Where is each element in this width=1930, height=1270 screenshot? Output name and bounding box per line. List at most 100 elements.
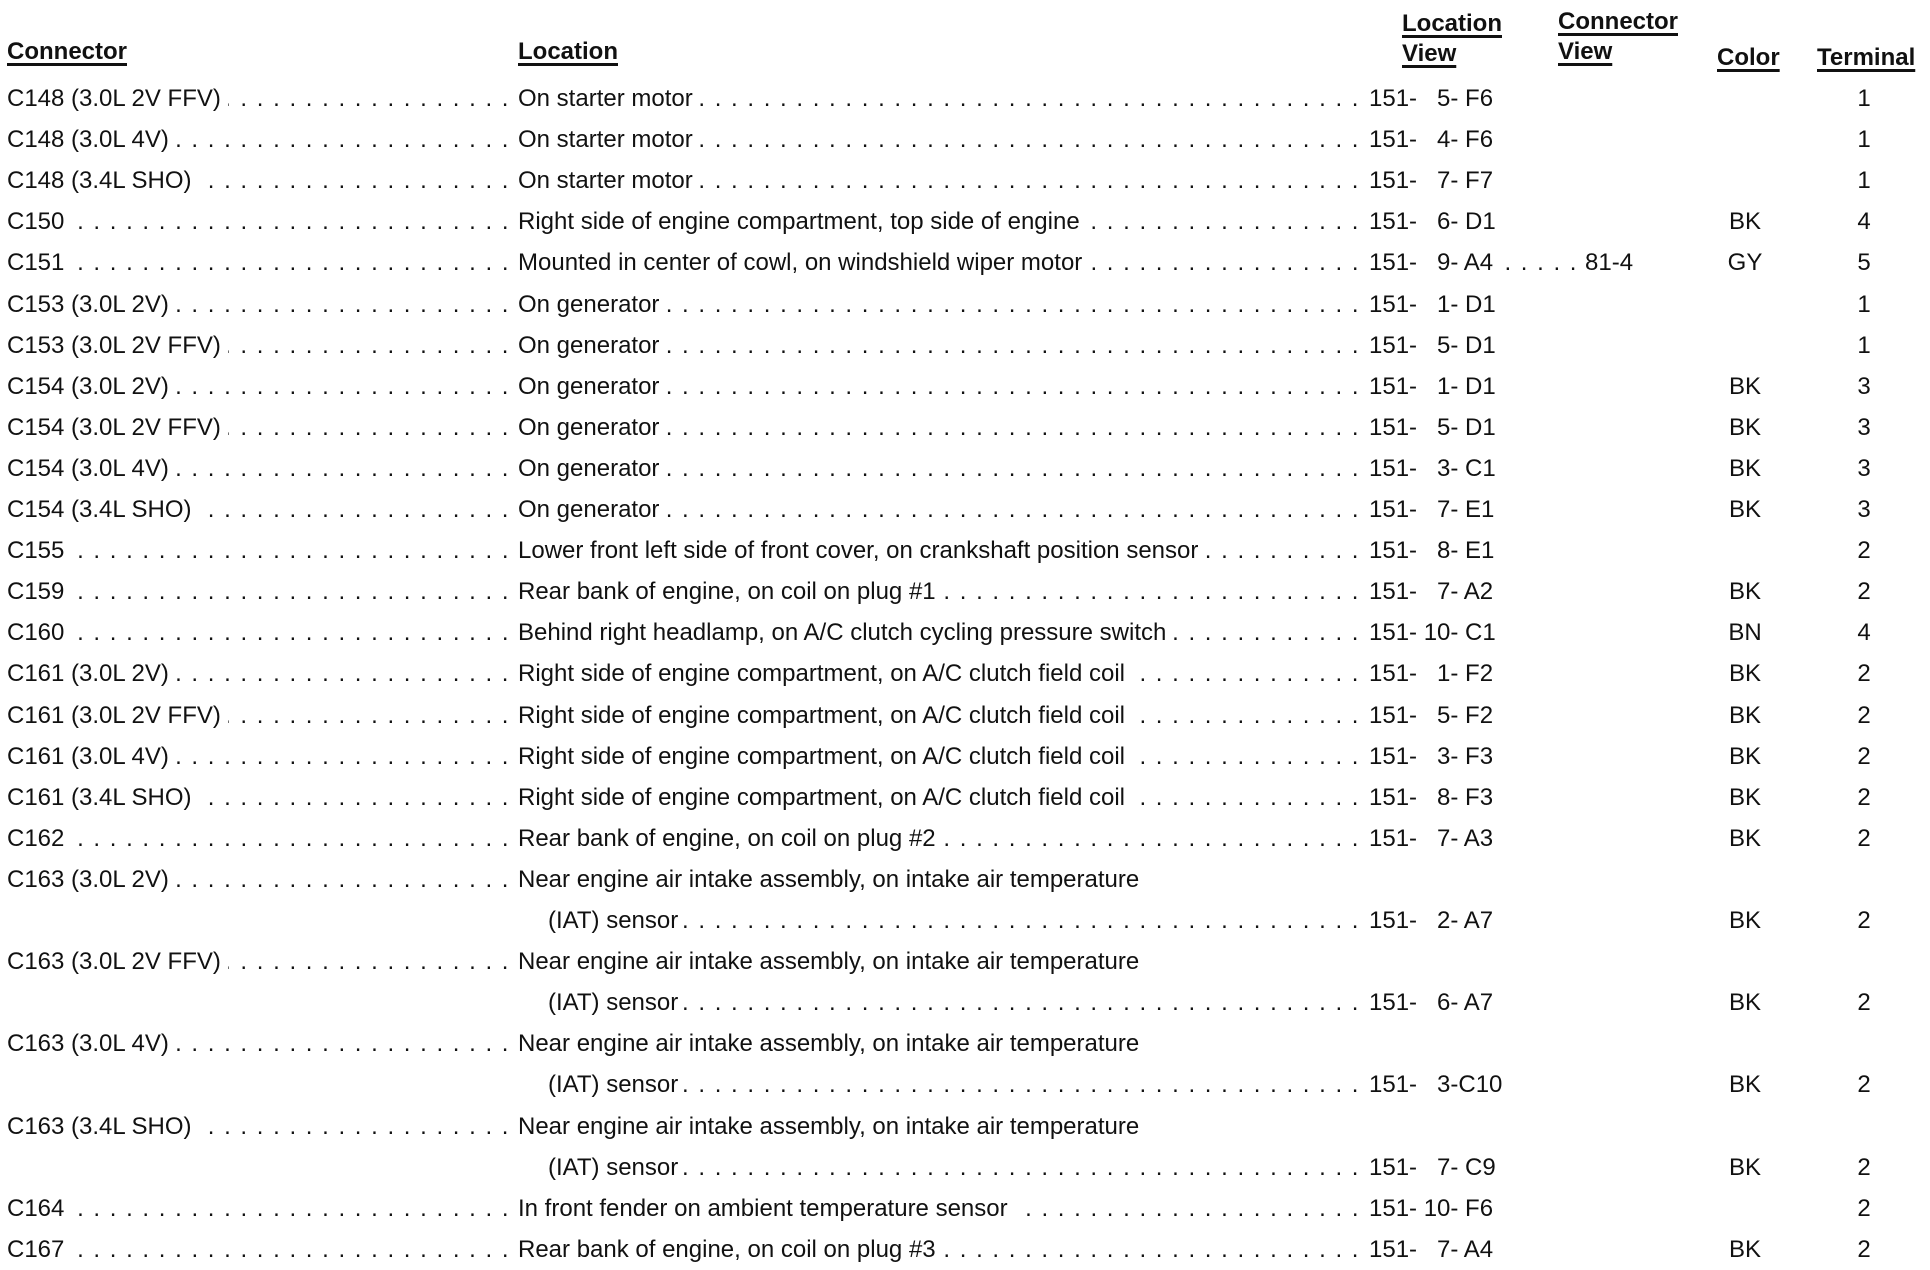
connector-id: C163 (3.4L SHO) [7, 1112, 192, 1140]
location-view: 151- 3-C10 [1369, 1071, 1503, 1099]
terminal-count: 3 [1857, 372, 1871, 400]
dot-leader [198, 777, 510, 818]
location-text: On generator [518, 372, 660, 400]
dot-leader [684, 1147, 1360, 1188]
header-color: Color [1717, 44, 1780, 71]
location-text: Right side of engine compartment, on A/C… [518, 701, 1125, 729]
terminal-count: 4 [1857, 208, 1871, 236]
location-text: Lower front left side of front cover, on… [518, 537, 1199, 565]
location-text: Near engine air intake assembly, on inta… [518, 1030, 1140, 1058]
wire-color: BK [1728, 742, 1761, 770]
dot-leader [70, 530, 510, 571]
connector-id: C154 (3.0L 2V) [7, 372, 169, 400]
connector-id: C161 (3.0L 4V) [7, 742, 169, 770]
location-text: Right side of engine compartment, top si… [518, 208, 1080, 236]
dot-leader [699, 160, 1360, 201]
location-text: In front fender on ambient temperature s… [518, 1194, 1008, 1222]
header-location: Location [518, 38, 618, 65]
location-view: 151- 8- F3 [1369, 783, 1494, 811]
dot-leader [176, 448, 510, 489]
dot-leader [228, 78, 510, 119]
dot-leader [1132, 736, 1360, 777]
wire-color: BK [1728, 1235, 1761, 1263]
dot-leader [699, 78, 1360, 119]
wire-color: BK [1728, 701, 1761, 729]
location-view: 151- 7- A3 [1369, 824, 1494, 852]
connector-id: C163 (3.0L 2V) [7, 865, 169, 893]
location-text: Mounted in center of cowl, on windshield… [518, 249, 1083, 277]
dot-leader [70, 818, 510, 859]
connector-id: C148 (3.0L 4V) [7, 126, 169, 154]
location-view: 151- 10- F6 [1369, 1194, 1494, 1222]
terminal-count: 2 [1857, 660, 1871, 688]
location-view: 151- 1- D1 [1369, 290, 1496, 318]
dot-leader [665, 448, 1360, 489]
wire-color [1715, 530, 1775, 571]
dot-leader [1204, 530, 1360, 571]
wire-color [1715, 78, 1775, 119]
terminal-count: 1 [1857, 167, 1871, 195]
dot-leader [176, 653, 510, 694]
dot-leader [176, 284, 510, 325]
terminal-count: 1 [1857, 331, 1871, 359]
wire-color: BK [1728, 208, 1761, 236]
connector-id: C162 [7, 824, 65, 852]
wire-color [1715, 1188, 1775, 1229]
terminal-count: 2 [1857, 1071, 1871, 1099]
dot-leader [70, 201, 510, 242]
dot-leader [1014, 1188, 1360, 1229]
terminal-count: 2 [1857, 537, 1871, 565]
terminal-count: 2 [1857, 989, 1871, 1017]
dot-leader [176, 119, 510, 160]
header-terminal: Terminal [1817, 44, 1916, 71]
wire-color: BK [1728, 578, 1761, 606]
location-view: 151- 3- F3 [1369, 742, 1494, 770]
wire-color: BK [1728, 372, 1761, 400]
location-view: 151- 5- F2 [1369, 701, 1494, 729]
header-location-view-line1: Location [1402, 10, 1502, 37]
connector-id: C164 [7, 1194, 65, 1222]
location-text: On starter motor [518, 126, 693, 154]
wire-color [1715, 284, 1775, 325]
connector-id: C151 [7, 249, 65, 277]
location-view: 151- 10- C1 [1369, 619, 1496, 647]
location-view: 151- 7- C9 [1369, 1153, 1496, 1181]
connector-id: C159 [7, 578, 65, 606]
dot-leader [198, 489, 510, 530]
wire-color: BK [1728, 454, 1761, 482]
wire-color [1715, 160, 1775, 201]
location-view: 151- 7- A2 [1369, 578, 1494, 606]
terminal-count: 1 [1857, 290, 1871, 318]
location-view: 151- 5- D1 [1369, 331, 1496, 359]
dot-leader [684, 982, 1360, 1023]
dot-leader [665, 366, 1360, 407]
dot-leader [665, 489, 1360, 530]
wire-color: BK [1728, 1153, 1761, 1181]
location-text: Rear bank of engine, on coil on plug #2 [518, 824, 936, 852]
connector-id: C155 [7, 537, 65, 565]
wire-color: GY [1727, 249, 1763, 277]
wire-color: BK [1728, 824, 1761, 852]
header-connector-view-line2: View [1558, 38, 1613, 65]
dot-leader [1493, 242, 1578, 283]
dot-leader [1132, 653, 1360, 694]
location-view: 151- 7- F7 [1369, 167, 1494, 195]
header-location-view-line2: View [1402, 40, 1457, 67]
connector-id: C154 (3.0L 2V FFV) [7, 413, 221, 441]
dot-leader [1086, 201, 1360, 242]
location-view: 151- 6- A7 [1369, 989, 1494, 1017]
dot-leader [176, 859, 510, 900]
location-text: On starter motor [518, 85, 693, 112]
location-text: On generator [518, 454, 660, 482]
terminal-count: 4 [1857, 619, 1871, 647]
terminal-count: 2 [1857, 1194, 1871, 1222]
connector-id: C150 [7, 208, 65, 236]
dot-leader [665, 325, 1360, 366]
location-text: On generator [518, 290, 660, 318]
connector-view: 81-4 [1585, 249, 1634, 277]
location-text: Right side of engine compartment, on A/C… [518, 783, 1125, 811]
terminal-count: 2 [1857, 907, 1871, 934]
terminal-count: 3 [1857, 496, 1871, 523]
location-view: 151- 4- F6 [1369, 126, 1494, 154]
location-text: On generator [518, 331, 660, 359]
